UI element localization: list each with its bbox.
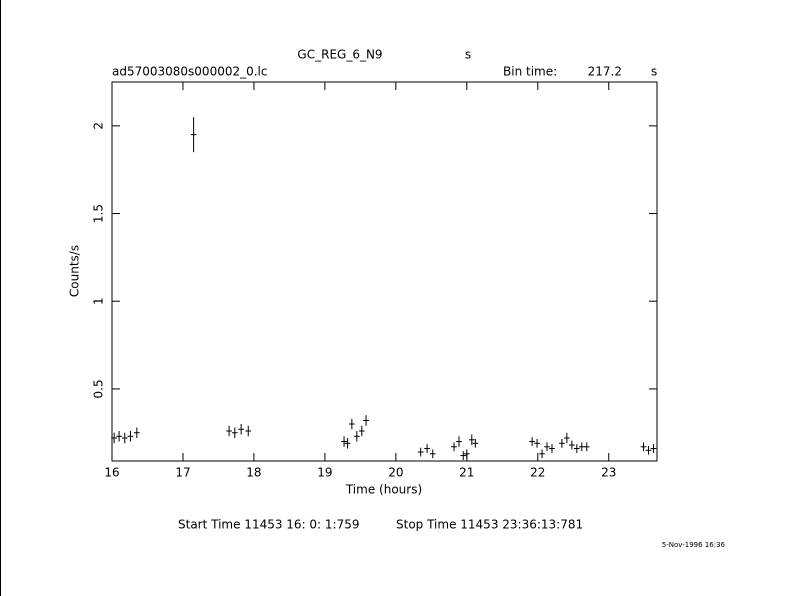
stop-time: Stop Time 11453 23:36:13:781: [396, 518, 583, 532]
bin-time-unit: s: [651, 65, 657, 79]
y-tick-label: 1.5: [92, 204, 106, 223]
x-tick-label: 22: [530, 466, 545, 480]
x-tick-label: 17: [175, 466, 190, 480]
y-tick-label: 0.5: [92, 379, 106, 398]
chart-title: GC_REG_6_N9: [297, 48, 382, 62]
x-tick-label: 16: [104, 466, 119, 480]
x-tick-label: 19: [317, 466, 332, 480]
title-suffix: s: [465, 48, 471, 62]
x-tick-label: 21: [459, 466, 474, 480]
start-time: Start Time 11453 16: 0: 1:759: [178, 518, 360, 532]
timestamp: 5-Nov-1996 16:36: [662, 541, 726, 549]
x-tick-label: 23: [601, 466, 616, 480]
x-tick-label: 18: [246, 466, 261, 480]
y-axis-label: Counts/s: [68, 245, 82, 297]
plot-frame: [111, 81, 658, 462]
x-tick-label: 20: [388, 466, 403, 480]
y-tick-label: 1: [92, 297, 106, 305]
subtitle: ad57003080s000002_0.lc: [112, 65, 268, 79]
bin-time: 217.2: [588, 65, 622, 79]
bin-time-label: Bin time:: [503, 65, 557, 79]
y-tick-label: 2: [92, 122, 106, 130]
x-axis-label: Time (hours): [345, 483, 422, 497]
